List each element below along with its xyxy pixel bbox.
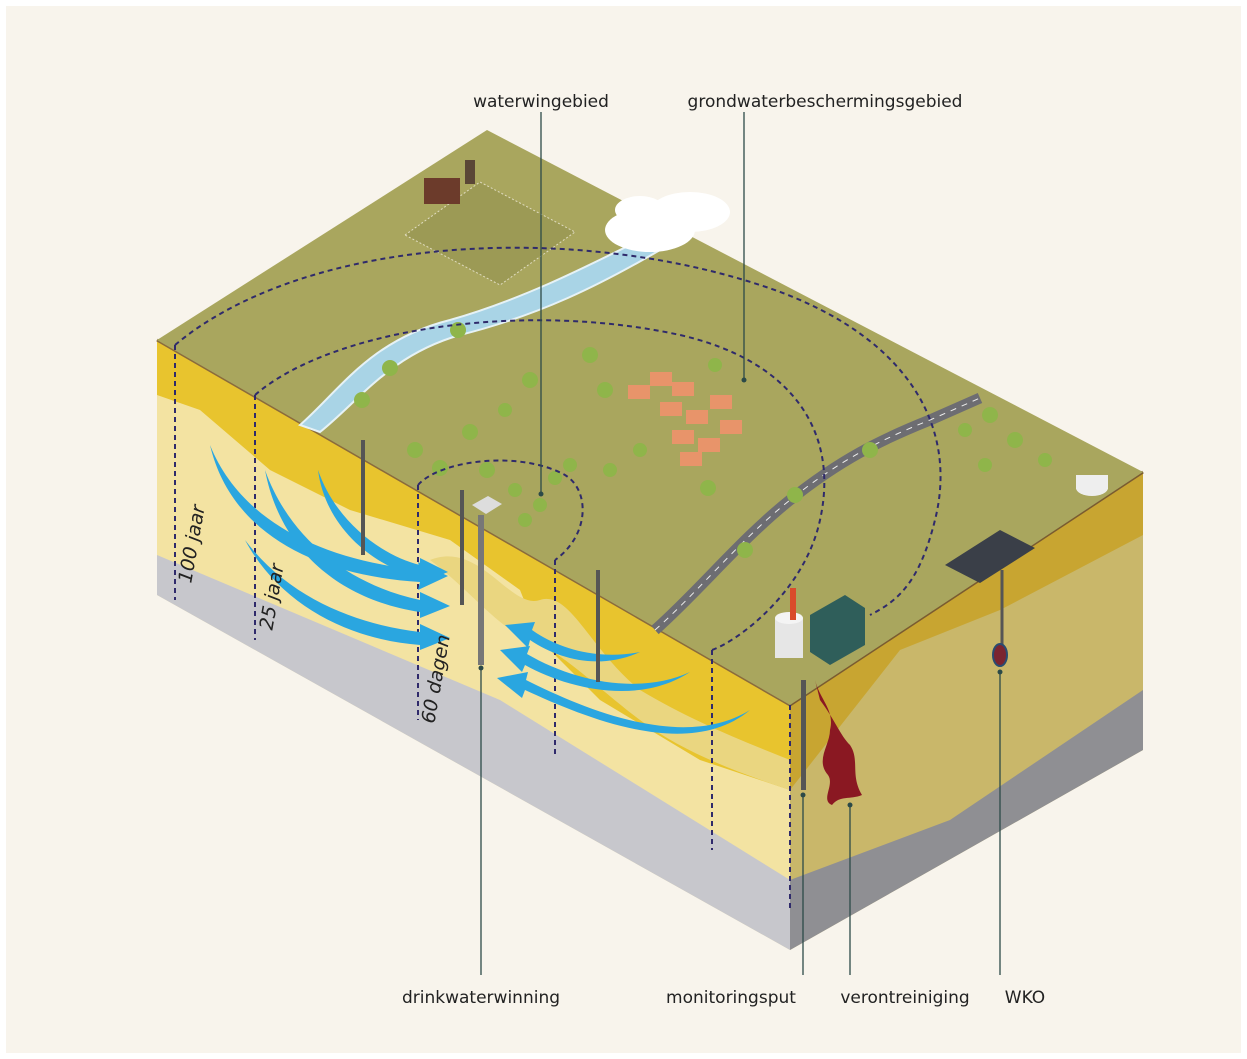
flow-arrows xyxy=(210,445,750,734)
trees xyxy=(354,322,1052,558)
label-waterwingebied: waterwingebied xyxy=(473,92,609,112)
leader-lines xyxy=(478,112,1003,975)
factory xyxy=(775,588,865,665)
label-wko: WKO xyxy=(1005,988,1045,1008)
label-grondwaterbeschermingsgebied: grondwaterbeschermingsgebied xyxy=(688,92,963,112)
label-verontreiniging: verontreiniging xyxy=(840,988,969,1008)
label-monitoringsput: monitoringsput xyxy=(666,988,796,1008)
farm xyxy=(424,160,475,204)
label-drinkwaterwinning: drinkwaterwinning xyxy=(402,988,560,1008)
top-face xyxy=(157,130,1143,705)
houses xyxy=(628,372,742,466)
wko-buildings xyxy=(945,475,1108,583)
wells xyxy=(361,440,1008,805)
